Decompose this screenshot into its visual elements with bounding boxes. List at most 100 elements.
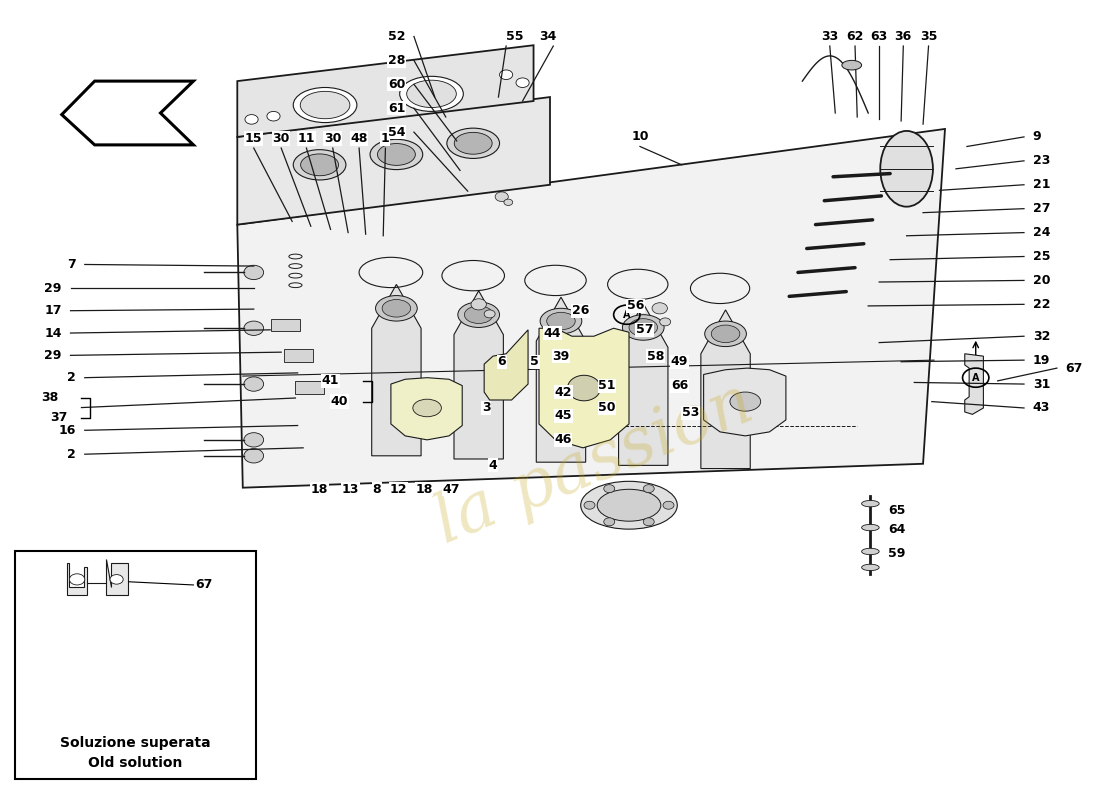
Ellipse shape <box>629 318 658 336</box>
Text: 54: 54 <box>387 126 405 138</box>
Text: A: A <box>972 373 979 382</box>
Ellipse shape <box>861 548 879 554</box>
Text: 17: 17 <box>44 304 62 318</box>
Text: 26: 26 <box>572 304 590 318</box>
Text: 38: 38 <box>41 391 58 404</box>
Circle shape <box>267 111 280 121</box>
FancyBboxPatch shape <box>285 349 314 362</box>
Ellipse shape <box>407 80 456 107</box>
Text: 67: 67 <box>196 578 213 591</box>
Text: 20: 20 <box>1033 274 1050 287</box>
Text: 2: 2 <box>67 448 76 461</box>
Circle shape <box>244 321 264 335</box>
Polygon shape <box>618 303 668 466</box>
Text: 58: 58 <box>647 350 664 362</box>
Text: 5: 5 <box>530 355 539 368</box>
Text: 66: 66 <box>671 379 689 392</box>
Text: A: A <box>623 310 630 320</box>
Polygon shape <box>701 310 750 469</box>
Ellipse shape <box>377 143 416 166</box>
Ellipse shape <box>300 91 350 118</box>
Text: 40: 40 <box>331 395 348 408</box>
Text: 2: 2 <box>67 371 76 384</box>
Ellipse shape <box>712 325 740 342</box>
Text: 64: 64 <box>888 522 905 536</box>
Polygon shape <box>238 97 550 225</box>
Text: 33: 33 <box>822 30 838 43</box>
Text: 15: 15 <box>245 132 263 145</box>
Text: 50: 50 <box>598 402 616 414</box>
Circle shape <box>663 502 674 510</box>
Text: 61: 61 <box>388 102 405 114</box>
Ellipse shape <box>447 128 499 158</box>
Text: 22: 22 <box>1033 298 1050 311</box>
Ellipse shape <box>370 139 422 170</box>
Text: 47: 47 <box>442 482 460 496</box>
Text: Soluzione superata: Soluzione superata <box>59 736 210 750</box>
Text: 57: 57 <box>636 323 653 336</box>
Circle shape <box>516 78 529 87</box>
Circle shape <box>584 502 595 510</box>
Polygon shape <box>390 378 462 440</box>
Ellipse shape <box>375 295 417 321</box>
Ellipse shape <box>568 375 601 401</box>
FancyBboxPatch shape <box>272 318 300 331</box>
Text: 67: 67 <box>1066 362 1083 374</box>
Text: 27: 27 <box>1033 202 1050 215</box>
Polygon shape <box>704 368 785 436</box>
Ellipse shape <box>597 490 661 521</box>
Text: 28: 28 <box>388 54 405 67</box>
Text: 24: 24 <box>1033 226 1050 239</box>
Ellipse shape <box>412 399 441 417</box>
Text: 39: 39 <box>552 350 570 362</box>
Circle shape <box>495 192 508 202</box>
Ellipse shape <box>861 524 879 530</box>
Text: 41: 41 <box>322 374 339 387</box>
Text: 51: 51 <box>598 379 616 392</box>
Ellipse shape <box>842 60 861 70</box>
Text: 43: 43 <box>1033 402 1050 414</box>
Text: 37: 37 <box>50 411 67 424</box>
Text: 46: 46 <box>554 434 572 446</box>
Ellipse shape <box>730 392 761 411</box>
Ellipse shape <box>294 150 345 180</box>
Ellipse shape <box>547 312 575 330</box>
Text: 60: 60 <box>388 78 405 90</box>
Text: 55: 55 <box>506 30 524 43</box>
Polygon shape <box>106 559 128 595</box>
Ellipse shape <box>581 482 678 529</box>
Text: 52: 52 <box>387 30 405 43</box>
Circle shape <box>504 199 513 206</box>
Text: 30: 30 <box>324 132 341 145</box>
Text: 12: 12 <box>389 482 407 496</box>
Polygon shape <box>67 563 87 595</box>
Polygon shape <box>454 290 504 459</box>
Text: 16: 16 <box>58 424 76 437</box>
Text: 29: 29 <box>44 282 62 295</box>
Text: 14: 14 <box>44 326 62 339</box>
Text: 23: 23 <box>1033 154 1050 167</box>
Polygon shape <box>238 46 534 137</box>
Circle shape <box>244 449 264 463</box>
Ellipse shape <box>623 314 664 340</box>
Circle shape <box>244 266 264 280</box>
Text: 53: 53 <box>682 406 700 419</box>
Text: 29: 29 <box>44 349 62 362</box>
Text: 31: 31 <box>1033 378 1050 390</box>
Ellipse shape <box>464 306 493 323</box>
Ellipse shape <box>454 132 492 154</box>
Text: 56: 56 <box>627 299 645 313</box>
Text: 35: 35 <box>920 30 937 43</box>
Text: 19: 19 <box>1033 354 1050 366</box>
Ellipse shape <box>861 501 879 507</box>
Circle shape <box>244 377 264 391</box>
Polygon shape <box>238 129 945 488</box>
Circle shape <box>652 302 668 314</box>
Circle shape <box>484 310 495 318</box>
Text: la passion: la passion <box>426 370 762 558</box>
Circle shape <box>499 70 513 79</box>
Text: 1: 1 <box>381 132 389 145</box>
Text: 62: 62 <box>846 30 864 43</box>
Text: 45: 45 <box>554 410 572 422</box>
Text: 36: 36 <box>894 30 912 43</box>
